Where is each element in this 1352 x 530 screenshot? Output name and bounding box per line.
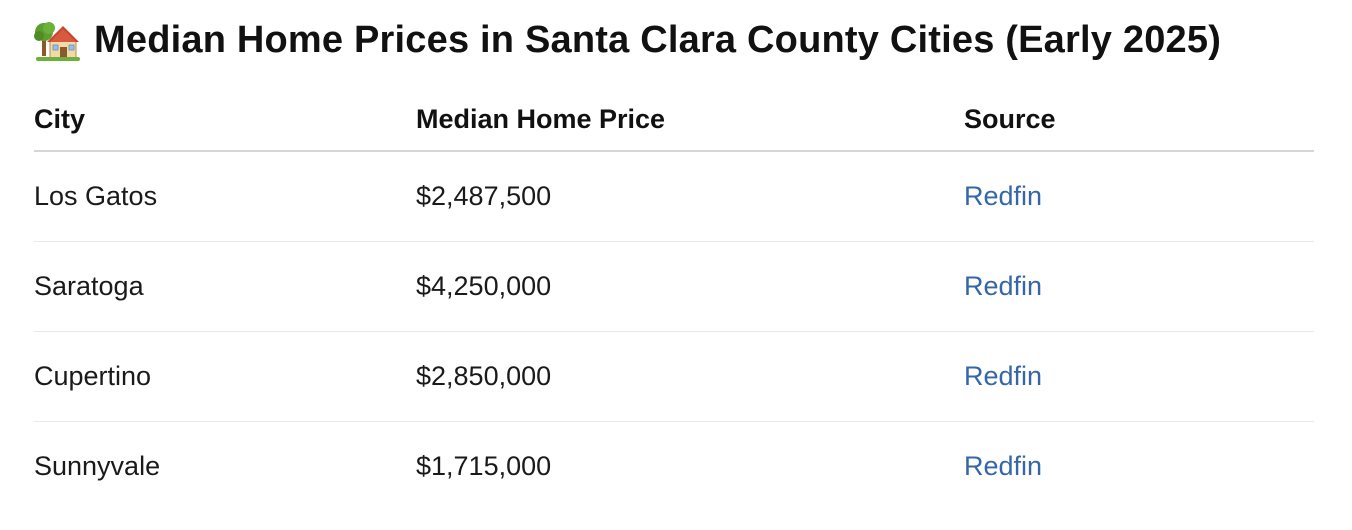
table-row: Cupertino $2,850,000 Redfin (34, 332, 1314, 422)
city-cell: Sunnyvale (34, 451, 161, 481)
city-cell: Saratoga (34, 271, 144, 301)
page-header: Median Home Prices in Santa Clara County… (34, 12, 1221, 68)
column-header-city: City (34, 103, 86, 134)
source-link[interactable]: Redfin (964, 361, 1043, 391)
column-header-price: Median Home Price (416, 103, 666, 134)
table-row: Sunnyvale $1,715,000 Redfin (34, 422, 1314, 511)
table-row: Los Gatos $2,487,500 Redfin (34, 152, 1314, 242)
price-cell: $4,250,000 (416, 271, 552, 301)
source-link[interactable]: Redfin (964, 451, 1043, 481)
table-row: Saratoga $4,250,000 Redfin (34, 242, 1314, 332)
column-header-source: Source (964, 103, 1056, 134)
city-cell: Los Gatos (34, 181, 158, 211)
source-link[interactable]: Redfin (964, 181, 1043, 211)
house-with-garden-icon (34, 16, 82, 64)
price-cell: $2,487,500 (416, 181, 552, 211)
city-cell: Cupertino (34, 361, 152, 391)
page-title: Median Home Prices in Santa Clara County… (94, 18, 1222, 61)
source-link[interactable]: Redfin (964, 271, 1043, 301)
price-cell: $2,850,000 (416, 361, 552, 391)
home-prices-table: City Median Home Price Source Los Gatos … (34, 88, 1314, 511)
table-header-row: City Median Home Price Source (34, 88, 1314, 152)
price-cell: $1,715,000 (416, 451, 552, 481)
